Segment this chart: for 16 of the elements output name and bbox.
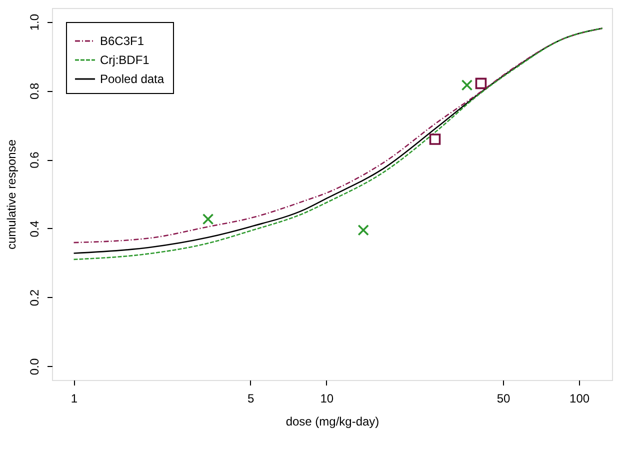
y-tick-label: 0.6 — [28, 151, 42, 168]
legend-label: Crj:BDF1 — [100, 53, 150, 67]
x-tick-label: 10 — [320, 392, 334, 406]
x-tick-label: 50 — [496, 392, 511, 406]
y-tick-label: 0.4 — [28, 220, 42, 238]
y-tick-label: 0.2 — [28, 289, 42, 306]
x-tick-label: 5 — [248, 392, 255, 406]
x-tick-label: 1 — [70, 392, 78, 406]
y-tick-label: 0.0 — [28, 358, 42, 376]
x-axis-title: dose (mg/kg-day) — [286, 414, 380, 428]
x-tick-label: 100 — [570, 392, 590, 406]
y-tick-label: 1.0 — [28, 14, 42, 31]
y-axis-title: cumulative response — [4, 139, 18, 250]
y-tick-label: 0.8 — [28, 82, 42, 100]
legend-label: B6C3F1 — [100, 34, 144, 48]
legend-label: Pooled data — [100, 72, 164, 86]
